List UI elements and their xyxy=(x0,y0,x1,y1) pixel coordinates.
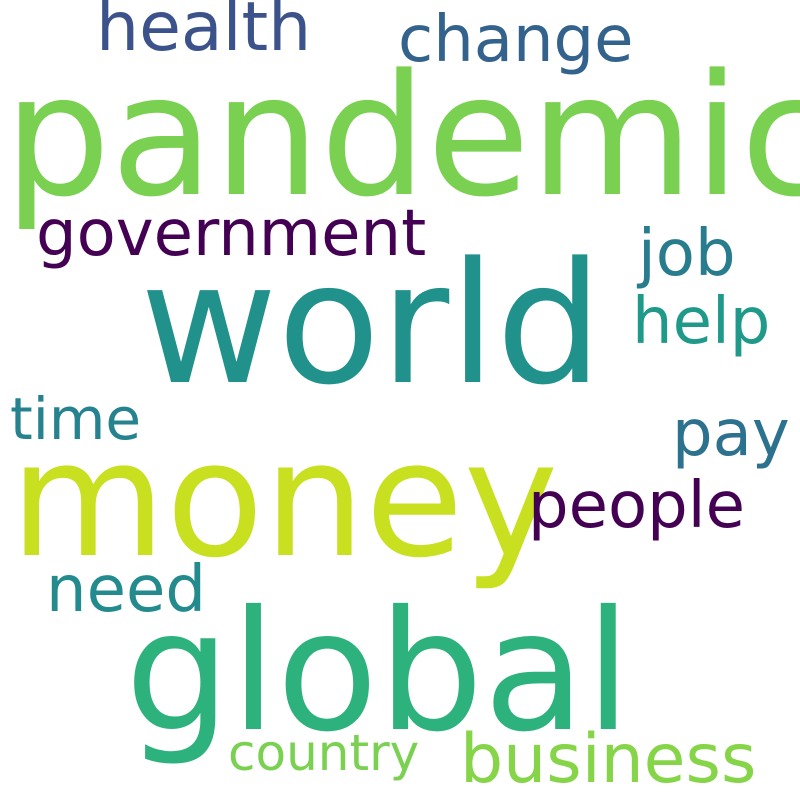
word-money: money xyxy=(10,406,559,593)
word-change: change xyxy=(398,3,634,77)
word-time: time xyxy=(10,385,142,453)
word-need: need xyxy=(46,553,206,627)
word-business: business xyxy=(460,720,757,799)
word-government: government xyxy=(36,197,427,271)
word-world: world xyxy=(140,226,603,422)
word-people: people xyxy=(528,469,745,543)
word-job: job xyxy=(638,217,736,291)
word-country: country xyxy=(228,724,420,782)
word-global: global xyxy=(125,576,632,769)
word-health: health xyxy=(96,0,312,67)
word-help: help xyxy=(632,285,771,359)
word-pandemic: pandemic xyxy=(4,38,800,234)
word-pay: pay xyxy=(672,397,790,471)
